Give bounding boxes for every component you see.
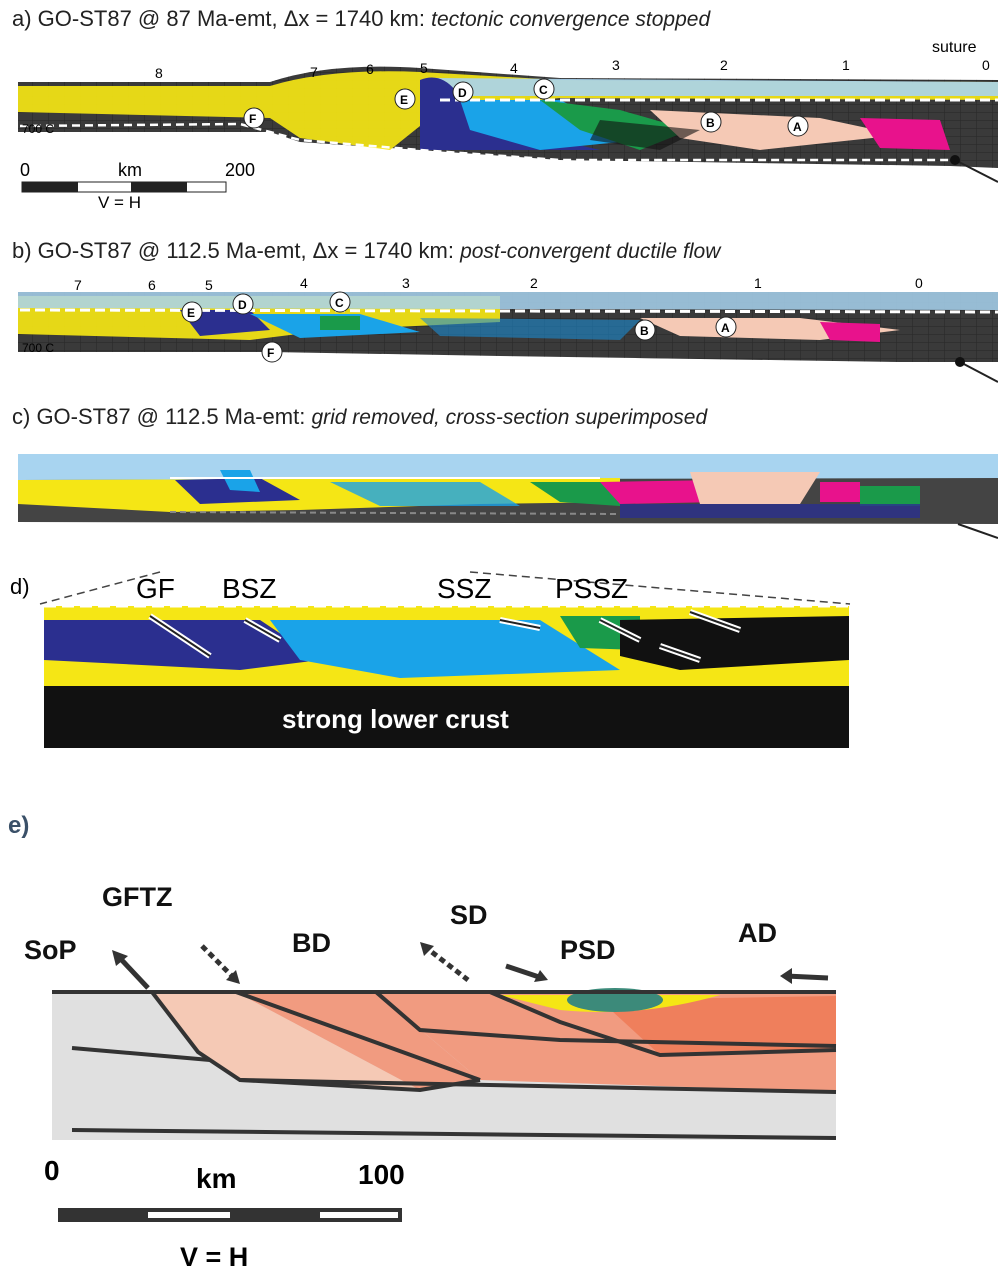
domain-marker-a: A [787,115,809,137]
panel-b-title: b) GO-ST87 @ 112.5 Ma-emt, Δx = 1740 km:… [12,238,720,264]
isotherm-label-b: 700 C [22,341,54,355]
isotherm-label-a: 700 C [22,122,54,136]
suture-label: suture [932,39,977,56]
arrow-heads [112,942,792,984]
panel-e-prefix: e) [8,812,30,839]
grid-label-b4: 4 [300,275,308,291]
svg-text:A: A [721,321,730,335]
panel-e-section: 0 km 100 V = H [44,942,837,1272]
label-psd: PSD [560,935,616,965]
domain-marker-b-d: D [232,293,254,315]
svg-text:B: B [640,324,649,338]
svg-text:D: D [458,86,467,100]
grid-label-a2: 2 [720,57,728,73]
panel-c-section [18,454,998,539]
fault-lines [52,990,837,1140]
panel-c-prefix: c) GO-ST87 @ 112.5 Ma-emt: [12,404,312,429]
domain-marker-b-c: C [329,291,351,313]
panel-a-title: a) GO-ST87 @ 87 Ma-emt, Δx = 1740 km: te… [12,6,710,32]
zone-label-gf: GF [136,573,175,604]
panel-b-prefix: b) GO-ST87 @ 112.5 Ma-emt, Δx = 1740 km: [12,238,461,263]
domain-marker-c: C [533,78,555,100]
zone-label-ssz: SSZ [437,573,491,604]
svg-text:200: 200 [225,160,255,180]
scale-bar-e: 0 km 100 V = H [44,1155,405,1272]
svg-text:D: D [238,298,247,312]
scale-bar-a: 0 km 200 V = H [20,160,255,212]
label-ad: AD [738,918,777,948]
domain-marker-b: B [700,111,722,133]
label-sop: SoP [24,935,77,965]
zone-label-bsz: BSZ [222,573,276,604]
svg-text:E: E [400,93,408,107]
panel-a-prefix: a) GO-ST87 @ 87 Ma-emt, Δx = 1740 km: [12,6,432,31]
grid-label-b6: 6 [148,277,156,293]
grid-label-a6: 6 [366,61,374,77]
motion-arrows [116,944,829,990]
grid-label-a4: 4 [510,60,518,76]
svg-text:km: km [196,1163,236,1194]
domain-marker-b-b: B [634,319,656,341]
svg-text:E: E [187,306,195,320]
svg-text:0: 0 [44,1155,60,1186]
panel-d-section: d) strong lower crust GF BSZ SSZ PSSZ [10,571,851,748]
panel-a-section: 8 7 6 5 4 3 2 1 0 suture 700 C F E D C B… [18,39,998,212]
label-gftz: GFTZ [102,882,173,912]
svg-text:0: 0 [20,160,30,180]
svg-text:V = H: V = H [180,1242,248,1272]
domain-marker-b-a: A [715,316,737,338]
base-label: strong lower crust [282,704,509,734]
grid-label-b0: 0 [915,275,923,291]
svg-text:F: F [267,346,274,360]
grid-label-a7: 7 [310,64,318,80]
grid-label-b7: 7 [74,277,82,293]
svg-text:C: C [335,296,344,310]
grid-label-b2: 2 [530,275,538,291]
domain-marker-e: E [394,88,416,110]
panel-d-prefix: d) [10,574,30,599]
svg-text:C: C [539,83,548,97]
grid-label-a1: 1 [842,57,850,73]
domain-marker-b-e: E [181,301,203,323]
panel-b-section: 7 6 5 4 3 2 1 0 700 C E D C F B A [18,275,998,383]
svg-text:A: A [793,120,802,134]
svg-text:100: 100 [358,1159,405,1190]
panel-b-subtitle: post-convergent ductile flow [460,240,721,263]
grid-label-a0: 0 [982,57,990,73]
svg-text:B: B [706,116,715,130]
grid-label-b5: 5 [205,277,213,293]
domain-marker-b-f: F [261,341,283,363]
panel-c-subtitle: grid removed, cross-section superimposed [311,406,708,429]
label-sd: SD [450,900,488,930]
label-bd: BD [292,928,331,958]
panel-a-subtitle: tectonic convergence stopped [431,8,711,31]
grid-label-b3: 3 [402,275,410,291]
svg-text:V = H: V = H [98,193,141,212]
grid-label-a5: 5 [420,60,428,76]
zone-label-pssz: PSSZ [555,573,628,604]
svg-text:F: F [249,112,256,126]
panel-c-title: c) GO-ST87 @ 112.5 Ma-emt: grid removed,… [12,404,707,430]
domain-marker-f: F [243,107,265,129]
svg-text:km: km [118,160,142,180]
domain-marker-d: D [452,81,474,103]
grid-label-b1: 1 [754,275,762,291]
grid-label-a8: 8 [155,65,163,81]
grid-label-a3: 3 [612,57,620,73]
